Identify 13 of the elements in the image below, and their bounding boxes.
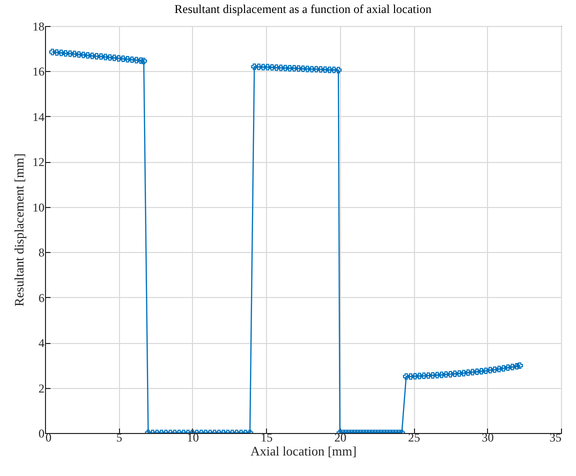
x-tick-label: 10 bbox=[186, 430, 199, 444]
y-tick-label: 8 bbox=[38, 246, 44, 260]
y-tick-label: 16 bbox=[32, 64, 44, 79]
x-axis-title: Axial location [mm] bbox=[250, 444, 357, 458]
chart-title: Resultant displacement as a function of axial location bbox=[174, 2, 432, 16]
y-tick-label: 4 bbox=[38, 336, 44, 350]
y-tick-label: 2 bbox=[38, 381, 44, 396]
y-tick-label: 14 bbox=[32, 110, 44, 124]
y-tick-label: 12 bbox=[32, 155, 44, 170]
y-tick-label: 6 bbox=[38, 290, 44, 305]
y-tick-label: 10 bbox=[32, 200, 44, 214]
y-axis-title: Resultant displacement [mm] bbox=[12, 153, 26, 307]
y-tick-label: 18 bbox=[32, 20, 44, 34]
